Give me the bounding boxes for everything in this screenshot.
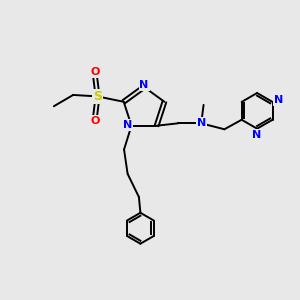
Text: N: N [123, 120, 133, 130]
Text: S: S [93, 90, 102, 103]
Text: O: O [91, 116, 100, 126]
Text: N: N [253, 130, 262, 140]
Text: O: O [91, 67, 100, 77]
Text: N: N [140, 80, 149, 90]
Text: N: N [196, 118, 206, 128]
Text: N: N [274, 95, 283, 105]
